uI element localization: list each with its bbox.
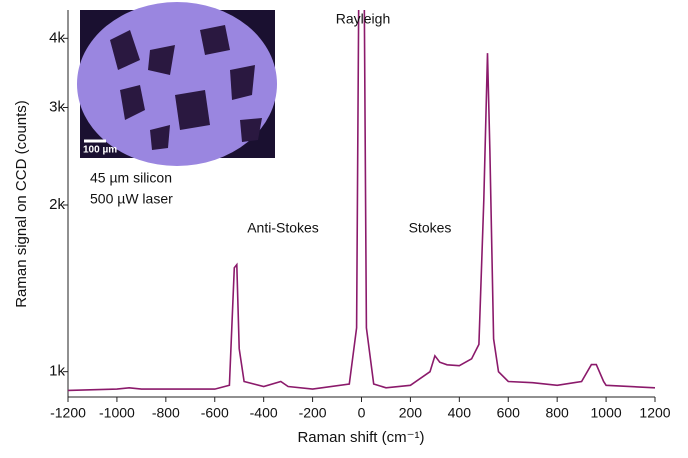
annotation: Stokes: [409, 220, 452, 236]
x-tick-label: -200: [299, 405, 327, 421]
x-tick-label: 0: [358, 405, 366, 421]
annotation: Rayleigh: [336, 11, 390, 27]
annotation: 500 µW laser: [90, 191, 173, 207]
x-tick-label: 600: [497, 405, 521, 421]
annotation: 45 µm silicon: [90, 170, 172, 186]
y-axis-label: Raman signal on CCD (counts): [13, 100, 30, 308]
y-tick-label: 2k: [49, 196, 65, 213]
x-tick-label: 800: [545, 405, 569, 421]
x-tick-label: -1200: [50, 405, 86, 421]
x-tick-label: -1000: [99, 405, 135, 421]
spectrum-line: [68, 10, 655, 392]
x-tick-label: 200: [399, 405, 423, 421]
y-tick-label: 1k: [49, 363, 65, 380]
x-tick-label: -800: [152, 405, 180, 421]
annotation: 100 µm: [83, 145, 117, 156]
annotation: Anti-Stokes: [247, 220, 319, 236]
x-tick-label: 1200: [639, 405, 670, 421]
x-tick-label: 1000: [591, 405, 622, 421]
x-axis-label: Raman shift (cm⁻¹): [297, 429, 424, 446]
y-tick-label: 4k: [49, 29, 65, 46]
x-tick-label: -400: [250, 405, 278, 421]
x-tick-label: -600: [201, 405, 229, 421]
x-tick-label: 400: [448, 405, 472, 421]
inset-image: [77, 2, 277, 166]
y-tick-label: 3k: [49, 98, 65, 115]
